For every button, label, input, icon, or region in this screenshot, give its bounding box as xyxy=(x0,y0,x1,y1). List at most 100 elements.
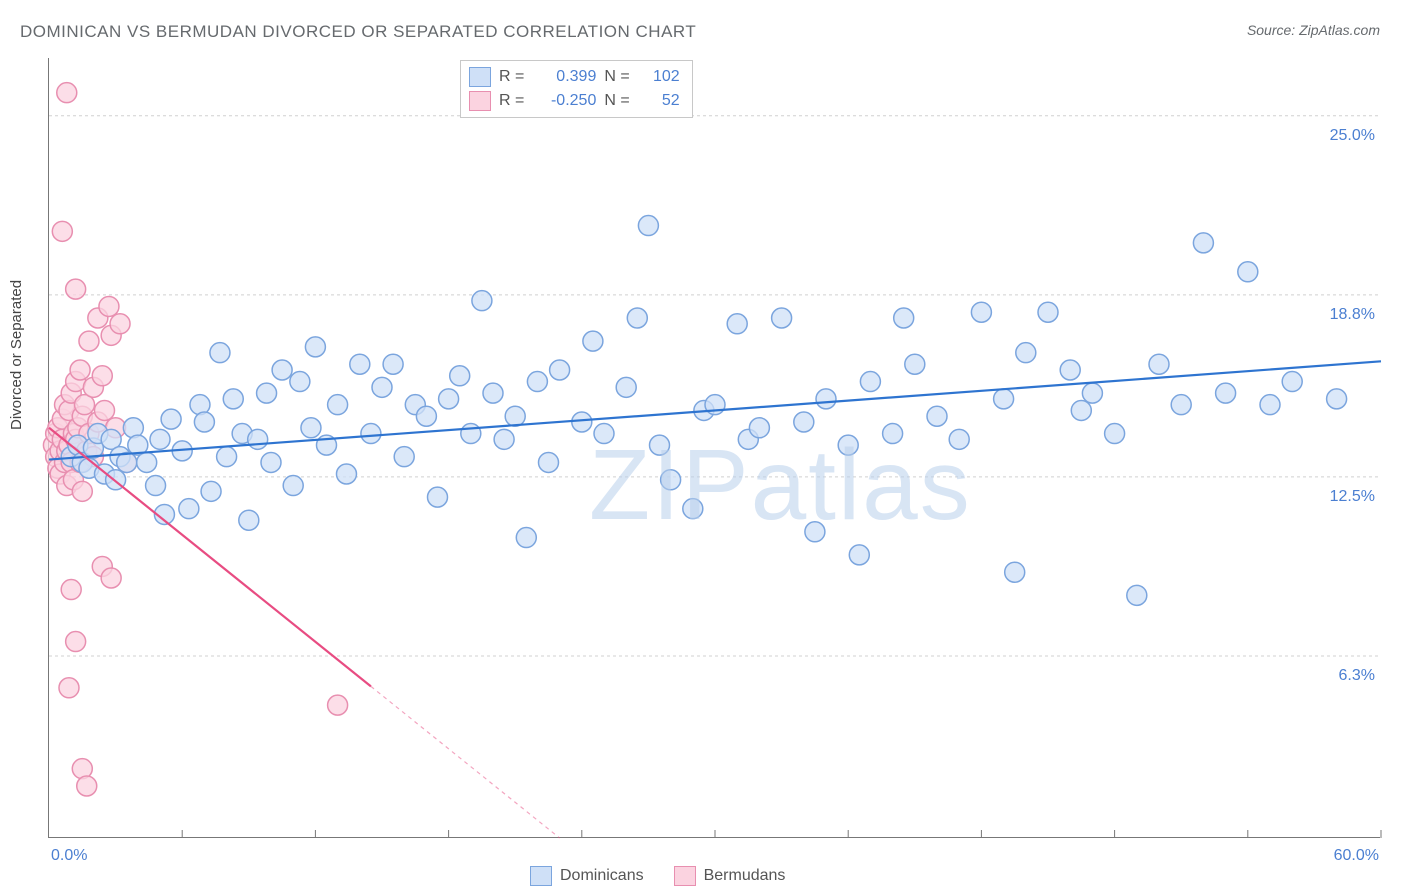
r-label: R = xyxy=(499,68,524,86)
data-point-dominicans xyxy=(539,452,559,472)
data-point-bermudans xyxy=(59,678,79,698)
data-point-dominicans xyxy=(372,377,392,397)
correlation-row-bermudans: R = -0.250 N = 52 xyxy=(469,89,680,113)
x-min-label: 0.0% xyxy=(51,847,87,864)
correlation-legend: R = 0.399 N = 102 R = -0.250 N = 52 xyxy=(460,60,693,118)
data-point-bermudans xyxy=(66,279,86,299)
data-point-dominicans xyxy=(1149,354,1169,374)
data-point-dominicans xyxy=(301,418,321,438)
data-point-dominicans xyxy=(849,545,869,565)
r-value-dominicans: 0.399 xyxy=(536,68,596,86)
data-point-dominicans xyxy=(450,366,470,386)
data-point-dominicans xyxy=(137,452,157,472)
data-point-bermudans xyxy=(52,221,72,241)
data-point-dominicans xyxy=(805,522,825,542)
data-point-dominicans xyxy=(350,354,370,374)
data-point-bermudans xyxy=(66,632,86,652)
data-point-dominicans xyxy=(146,476,166,496)
plot-area: 6.3%12.5%18.8%25.0%0.0%60.0% ZIPatlas xyxy=(48,58,1380,838)
data-point-dominicans xyxy=(516,528,536,548)
data-point-dominicans xyxy=(290,372,310,392)
legend-label-dominicans: Dominicans xyxy=(560,867,644,885)
data-point-dominicans xyxy=(650,435,670,455)
data-point-dominicans xyxy=(661,470,681,490)
data-point-dominicans xyxy=(860,372,880,392)
n-value-bermudans: 52 xyxy=(642,92,680,110)
data-point-dominicans xyxy=(383,354,403,374)
data-point-dominicans xyxy=(248,429,268,449)
data-point-dominicans xyxy=(572,412,592,432)
data-point-dominicans xyxy=(439,389,459,409)
data-point-bermudans xyxy=(110,314,130,334)
data-point-bermudans xyxy=(70,360,90,380)
series-legend: Dominicans Bermudans xyxy=(530,866,785,886)
r-value-bermudans: -0.250 xyxy=(536,92,596,110)
data-point-dominicans xyxy=(257,383,277,403)
data-point-dominicans xyxy=(328,395,348,415)
data-point-dominicans xyxy=(150,429,170,449)
data-point-dominicans xyxy=(261,452,281,472)
data-point-dominicans xyxy=(550,360,570,380)
data-point-dominicans xyxy=(816,389,836,409)
data-point-dominicans xyxy=(179,499,199,519)
legend-item-dominicans: Dominicans xyxy=(530,866,644,886)
data-point-bermudans xyxy=(61,580,81,600)
data-point-bermudans xyxy=(57,83,77,103)
data-point-bermudans xyxy=(99,296,119,316)
data-point-dominicans xyxy=(223,389,243,409)
data-point-dominicans xyxy=(638,216,658,236)
data-point-dominicans xyxy=(1171,395,1191,415)
source-attribution: Source: ZipAtlas.com xyxy=(1247,22,1380,38)
data-point-dominicans xyxy=(971,302,991,322)
swatch-dominicans xyxy=(469,67,491,87)
scatter-svg: 6.3%12.5%18.8%25.0%0.0%60.0% xyxy=(49,58,1381,838)
data-point-dominicans xyxy=(483,383,503,403)
y-tick-label: 25.0% xyxy=(1330,127,1375,144)
data-point-dominicans xyxy=(217,447,237,467)
data-point-dominicans xyxy=(194,412,214,432)
data-point-dominicans xyxy=(727,314,747,334)
data-point-dominicans xyxy=(1038,302,1058,322)
data-point-dominicans xyxy=(927,406,947,426)
data-point-dominicans xyxy=(461,424,481,444)
chart-title: DOMINICAN VS BERMUDAN DIVORCED OR SEPARA… xyxy=(20,22,696,42)
legend-label-bermudans: Bermudans xyxy=(704,867,786,885)
data-point-dominicans xyxy=(838,435,858,455)
data-point-dominicans xyxy=(1082,383,1102,403)
data-point-dominicans xyxy=(283,476,303,496)
source-name: ZipAtlas.com xyxy=(1299,22,1380,38)
data-point-dominicans xyxy=(361,424,381,444)
data-point-dominicans xyxy=(1127,585,1147,605)
swatch-dominicans xyxy=(530,866,552,886)
data-point-dominicans xyxy=(1193,233,1213,253)
data-point-dominicans xyxy=(616,377,636,397)
data-point-dominicans xyxy=(527,372,547,392)
data-point-dominicans xyxy=(239,510,259,530)
trendline-bermudans-extrapolated xyxy=(371,686,560,838)
y-tick-label: 12.5% xyxy=(1330,488,1375,505)
data-point-dominicans xyxy=(1071,400,1091,420)
y-axis-label: Divorced or Separated xyxy=(8,280,25,430)
data-point-dominicans xyxy=(305,337,325,357)
data-point-bermudans xyxy=(101,568,121,588)
n-label: N = xyxy=(604,92,629,110)
data-point-dominicans xyxy=(472,291,492,311)
data-point-bermudans xyxy=(328,695,348,715)
data-point-dominicans xyxy=(272,360,292,380)
data-point-dominicans xyxy=(210,343,230,363)
data-point-dominicans xyxy=(583,331,603,351)
n-value-dominicans: 102 xyxy=(642,68,680,86)
data-point-bermudans xyxy=(77,776,97,796)
data-point-dominicans xyxy=(1282,372,1302,392)
data-point-dominicans xyxy=(1327,389,1347,409)
y-tick-label: 6.3% xyxy=(1339,667,1375,684)
data-point-dominicans xyxy=(1105,424,1125,444)
data-point-dominicans xyxy=(627,308,647,328)
data-point-dominicans xyxy=(1016,343,1036,363)
data-point-dominicans xyxy=(1260,395,1280,415)
n-label: N = xyxy=(604,68,629,86)
data-point-bermudans xyxy=(79,331,99,351)
x-max-label: 60.0% xyxy=(1334,847,1379,864)
data-point-dominicans xyxy=(794,412,814,432)
data-point-dominicans xyxy=(594,424,614,444)
